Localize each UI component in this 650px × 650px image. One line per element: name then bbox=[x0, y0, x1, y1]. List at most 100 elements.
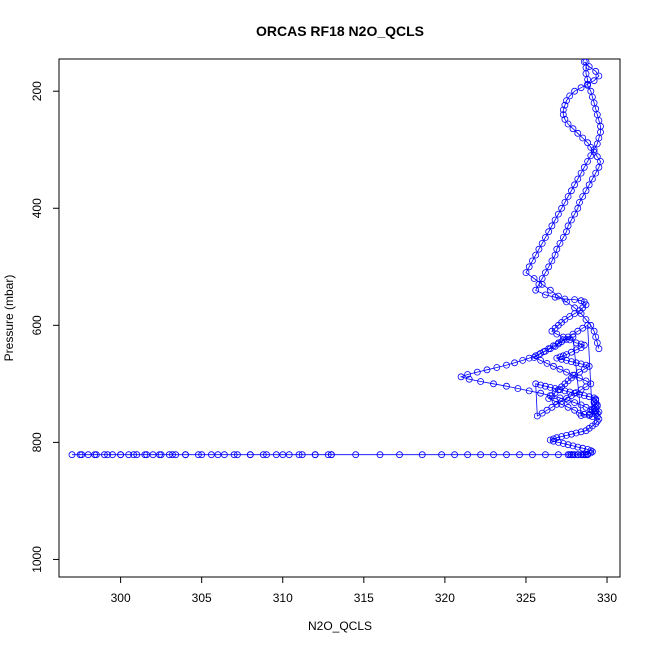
data-point bbox=[563, 356, 570, 364]
data-point bbox=[580, 451, 588, 459]
data-point bbox=[465, 375, 473, 383]
data-point bbox=[464, 451, 472, 459]
data-point bbox=[571, 87, 578, 95]
data-point bbox=[558, 397, 565, 405]
data-point bbox=[571, 304, 578, 312]
data-point bbox=[525, 263, 533, 271]
data-point bbox=[568, 358, 575, 366]
data-point bbox=[542, 382, 549, 390]
data-point bbox=[577, 428, 585, 436]
data-point bbox=[551, 385, 559, 392]
data-point bbox=[546, 436, 554, 444]
data-point bbox=[556, 386, 564, 394]
data-point bbox=[220, 451, 228, 459]
x-tick-label: 310 bbox=[273, 591, 293, 605]
data-point bbox=[595, 415, 603, 423]
data-point bbox=[550, 362, 557, 370]
x-tick-label: 325 bbox=[516, 591, 536, 605]
data-point bbox=[376, 451, 384, 459]
data-point bbox=[438, 451, 446, 459]
data-point bbox=[207, 451, 215, 459]
y-tick-label: 200 bbox=[30, 81, 44, 101]
data-point bbox=[559, 440, 567, 447]
data-point bbox=[559, 106, 567, 114]
data-point bbox=[285, 451, 293, 459]
data-point bbox=[477, 378, 485, 385]
data-point bbox=[561, 387, 569, 395]
data-point bbox=[556, 394, 564, 402]
data-point bbox=[555, 210, 562, 218]
data-point bbox=[558, 433, 565, 440]
data-point bbox=[551, 293, 559, 301]
data-point bbox=[130, 451, 138, 459]
data-point bbox=[396, 451, 403, 459]
data-point bbox=[585, 362, 593, 370]
data-point bbox=[550, 437, 557, 445]
data-point bbox=[546, 392, 554, 400]
data-point bbox=[593, 417, 601, 425]
data-point bbox=[563, 228, 570, 236]
data-point bbox=[580, 163, 588, 171]
data-point bbox=[595, 72, 603, 80]
data-point bbox=[542, 234, 549, 241]
data-point bbox=[587, 321, 595, 329]
data-point bbox=[546, 286, 554, 294]
data-point bbox=[571, 399, 578, 407]
data-point bbox=[580, 392, 588, 400]
data-point bbox=[230, 451, 238, 459]
data-point bbox=[503, 382, 510, 390]
data-point bbox=[483, 366, 491, 374]
data-point bbox=[589, 406, 596, 414]
data-point bbox=[569, 333, 577, 341]
data-point bbox=[545, 228, 553, 236]
x-tick-label: 330 bbox=[597, 591, 617, 605]
data-point bbox=[198, 451, 206, 459]
y-tick-label: 800 bbox=[30, 432, 44, 452]
data-point bbox=[490, 380, 497, 388]
data-point bbox=[525, 387, 533, 395]
data-point bbox=[593, 140, 601, 148]
data-point bbox=[91, 451, 99, 459]
data-point bbox=[590, 146, 598, 154]
data-point bbox=[233, 451, 241, 459]
x-tick-label: 300 bbox=[111, 591, 131, 605]
data-point bbox=[555, 438, 562, 446]
data-point bbox=[579, 444, 587, 452]
data-point bbox=[279, 451, 287, 459]
data-point bbox=[532, 380, 540, 388]
data-point bbox=[559, 352, 567, 360]
data-point bbox=[553, 354, 561, 362]
data-point bbox=[464, 371, 472, 378]
data-point bbox=[582, 361, 590, 369]
data-point bbox=[580, 365, 588, 373]
data-point bbox=[558, 400, 565, 408]
data-point bbox=[125, 451, 133, 459]
data-point bbox=[569, 371, 577, 379]
data-point bbox=[584, 139, 591, 147]
data-point bbox=[569, 125, 577, 133]
data-point bbox=[295, 451, 303, 459]
data-point bbox=[511, 359, 518, 367]
data-point bbox=[535, 245, 543, 253]
data-point bbox=[571, 389, 578, 397]
data-point bbox=[577, 84, 585, 92]
data-point bbox=[574, 443, 582, 451]
data-point bbox=[104, 451, 111, 459]
data-point bbox=[592, 410, 600, 418]
data-point bbox=[84, 451, 92, 459]
data-point bbox=[561, 101, 569, 109]
data-point bbox=[473, 368, 481, 376]
data-point bbox=[272, 451, 280, 459]
data-point bbox=[571, 406, 578, 414]
data-point bbox=[117, 451, 124, 459]
data-point bbox=[298, 451, 306, 459]
data-point bbox=[490, 451, 497, 459]
data-point bbox=[563, 97, 570, 104]
data-point bbox=[587, 449, 595, 457]
series-line bbox=[72, 61, 601, 456]
data-point bbox=[532, 286, 540, 294]
data-point bbox=[525, 354, 533, 362]
data-point bbox=[550, 435, 557, 443]
data-point bbox=[572, 339, 580, 347]
